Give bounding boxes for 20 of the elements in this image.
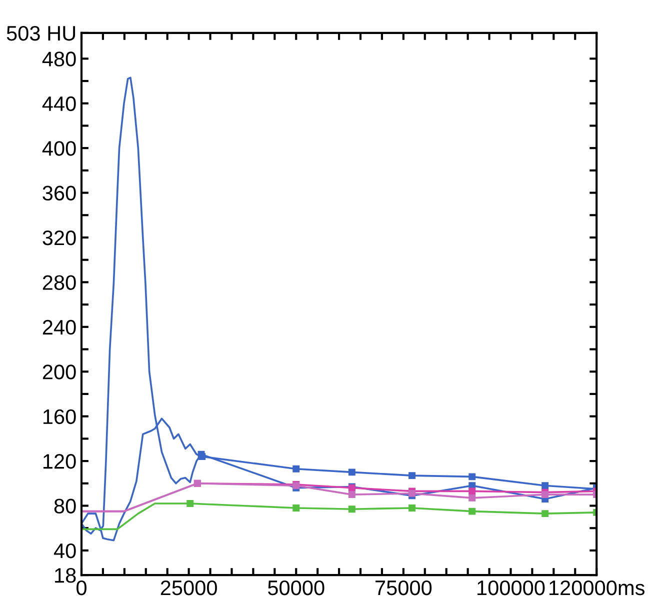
y-tick-label: 503 HU [6, 26, 76, 41]
y-tick-label: 80 [54, 498, 76, 514]
y-tick-label: 440 [42, 96, 76, 112]
x-tick-label: 75000 [376, 580, 432, 596]
y-tick-label: 320 [42, 230, 76, 246]
y-tick-label: 480 [42, 52, 76, 66]
y-tick-label: 240 [42, 320, 76, 335]
x-tick-label: 120000ms [550, 580, 644, 596]
x-tick-label: 100000 [478, 580, 545, 596]
y-tick-label: 160 [43, 409, 76, 424]
y-tick-label: 400 [42, 141, 76, 156]
x-tick-label: 0 [76, 580, 86, 596]
x-tick-label: 25000 [160, 580, 217, 596]
y-tick-label: 40 [54, 543, 76, 558]
y-tick-label: 18 [55, 568, 76, 583]
y-tick-label: 120 [43, 454, 76, 469]
y-tick-label: 280 [42, 275, 76, 290]
y-tick-label: 200 [42, 364, 76, 380]
y-tick-label: 360 [42, 186, 76, 201]
x-tick-label: 50000 [268, 580, 324, 596]
